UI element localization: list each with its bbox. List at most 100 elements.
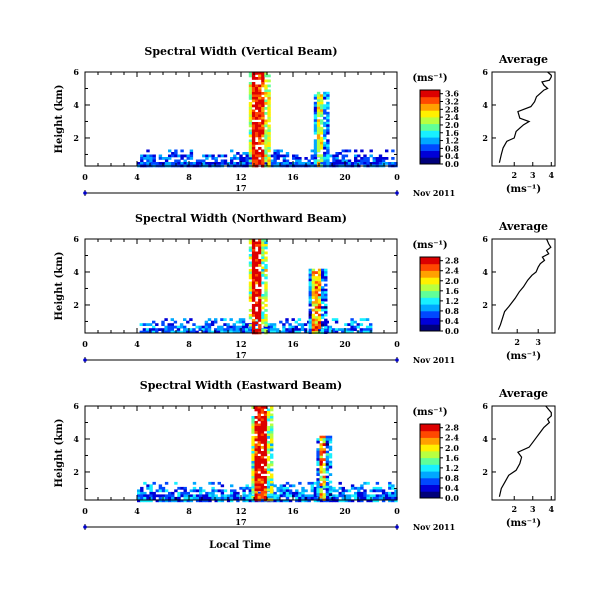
heatmap-cell <box>270 486 274 489</box>
heatmap-cell <box>332 162 336 165</box>
colorbar-tick-label: 0.0 <box>445 326 459 336</box>
heatmap-cell <box>307 162 311 165</box>
heatmap-cell <box>321 296 325 299</box>
colorbar-tick-label: 1.2 <box>445 463 459 473</box>
heatmap-cell <box>255 271 259 275</box>
heatmap-cell <box>266 481 271 484</box>
heatmap-cell <box>155 323 159 326</box>
heatmap-cell <box>155 162 159 165</box>
heatmap-cell <box>251 94 256 98</box>
x-tick-label: 0 <box>82 339 88 349</box>
heatmap-cell <box>267 94 271 98</box>
heatmap-cell <box>335 162 339 165</box>
heatmap-cell <box>261 261 265 265</box>
heatmap-cell <box>260 491 265 494</box>
heatmap-cell <box>363 496 367 500</box>
heatmap-cell <box>267 109 271 113</box>
heatmap-cell <box>301 499 305 503</box>
average-profile-line <box>498 71 552 163</box>
heatmap-cell <box>353 320 357 324</box>
heatmap-cell <box>273 494 277 498</box>
heatmap-cell <box>257 461 261 464</box>
heatmap-cell <box>326 119 330 123</box>
heatmap-cell <box>248 261 253 265</box>
heatmap-cell <box>211 481 215 485</box>
heatmap-cell <box>242 486 246 490</box>
heatmap-cell <box>255 99 259 103</box>
heatmap-cell <box>267 99 271 103</box>
heatmap-cell <box>195 496 200 500</box>
heatmap-cell <box>363 491 367 495</box>
heatmap-cell <box>324 313 328 317</box>
heatmap-cell <box>248 112 253 115</box>
heatmap-cell <box>251 264 256 267</box>
heatmap-cell <box>264 122 268 125</box>
heatmap-cell <box>264 264 268 267</box>
heatmap-cell <box>332 154 336 158</box>
heatmap-cell <box>251 99 256 103</box>
heatmap-cell <box>164 159 169 163</box>
heatmap-cell <box>263 453 268 457</box>
heatmap-cell <box>241 330 246 334</box>
heatmap-cell <box>258 109 262 113</box>
heatmap-cell <box>251 87 256 90</box>
heatmap-cell <box>372 157 376 160</box>
heatmap-cell <box>261 241 265 245</box>
heatmap-cell <box>363 159 367 163</box>
heatmap-cell <box>266 411 271 414</box>
x-tick-label: 8 <box>186 339 192 349</box>
heatmap-cell <box>140 154 144 158</box>
heatmap-cell <box>146 484 150 488</box>
heatmap-cell <box>388 484 392 488</box>
colorbar-swatch <box>420 450 440 459</box>
heatmap-cell <box>334 330 339 334</box>
heatmap-cell <box>323 141 327 145</box>
heatmap-cell <box>179 325 184 329</box>
heatmap-cell <box>314 323 319 327</box>
heatmap-cell <box>226 499 231 503</box>
heatmap-cell <box>263 458 268 462</box>
heatmap-cell <box>295 489 299 493</box>
heatmap-cell <box>319 162 324 165</box>
heatmap-cell <box>258 154 262 158</box>
heatmap-cell <box>264 162 268 165</box>
heatmap-cell <box>214 318 218 321</box>
heatmap-cell <box>189 152 194 155</box>
heatmap-cell <box>316 480 320 484</box>
heatmap-cell <box>328 488 333 491</box>
y-tick-label: 4 <box>73 434 79 444</box>
heatmap-cell <box>344 323 348 326</box>
heatmap-cell <box>176 328 181 331</box>
heatmap-cell <box>270 468 274 472</box>
colorbar-tick-label: 0.4 <box>445 316 459 326</box>
heatmap-cell <box>261 77 265 80</box>
heatmap-cell <box>313 129 318 133</box>
heatmap-cell <box>174 481 178 485</box>
heatmap-cell <box>328 465 333 469</box>
y-tick-label: 4 <box>73 267 79 277</box>
heatmap-cell <box>257 481 261 484</box>
heatmap-cell <box>195 494 200 498</box>
heatmap-cell <box>325 443 330 446</box>
heatmap-cell <box>270 441 274 444</box>
average-frame <box>491 71 556 167</box>
heatmap-cell <box>251 441 255 444</box>
y-tick-label: 6 <box>73 67 79 77</box>
heatmap-cell <box>261 97 265 100</box>
heatmap-cell <box>341 162 345 165</box>
heatmap-cell <box>267 119 271 123</box>
heatmap-cell <box>248 269 253 272</box>
heatmap-cell <box>328 325 333 329</box>
heatmap-cell <box>180 486 184 490</box>
heatmap-cell <box>308 298 312 302</box>
heatmap-cell <box>261 239 265 242</box>
heatmap-cell <box>146 159 150 163</box>
x-tick-label: 16 <box>287 172 299 182</box>
heatmap-cell <box>255 152 259 155</box>
heatmap-cell <box>324 308 328 312</box>
heatmap-cell <box>255 251 259 255</box>
heatmap-cell <box>248 284 253 287</box>
heatmap-cell <box>255 117 259 120</box>
heatmap-cell <box>270 488 274 492</box>
heatmap-cell <box>307 481 311 485</box>
